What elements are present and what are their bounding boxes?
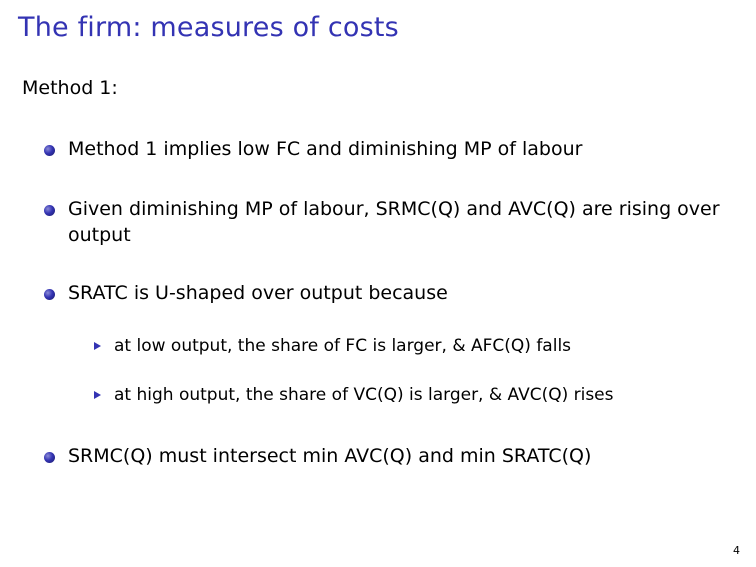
bullet-dot-icon [44,289,55,300]
method-heading: Method 1: [22,77,118,99]
bullet-item-3: SRATC is U-shaped over output because [68,282,448,304]
slide-title: The firm: measures of costs [18,12,399,43]
bullet-dot-icon [44,205,55,216]
bullet-dot-icon [44,145,55,156]
page-number: 4 [733,544,740,557]
bullet-item-4: SRMC(Q) must intersect min AVC(Q) and mi… [68,445,592,467]
sub-bullet-arrow-icon [94,391,101,399]
bullet-item-1: Method 1 implies low FC and diminishing … [68,138,583,160]
bullet-item-2: Given diminishing MP of labour, SRMC(Q) … [68,198,720,246]
sub-bullet-item-2: at high output, the share of VC(Q) is la… [114,385,614,405]
sub-bullet-item-1: at low output, the share of FC is larger… [114,336,572,356]
bullet-dot-icon [44,452,55,463]
sub-bullet-arrow-icon [94,342,101,350]
